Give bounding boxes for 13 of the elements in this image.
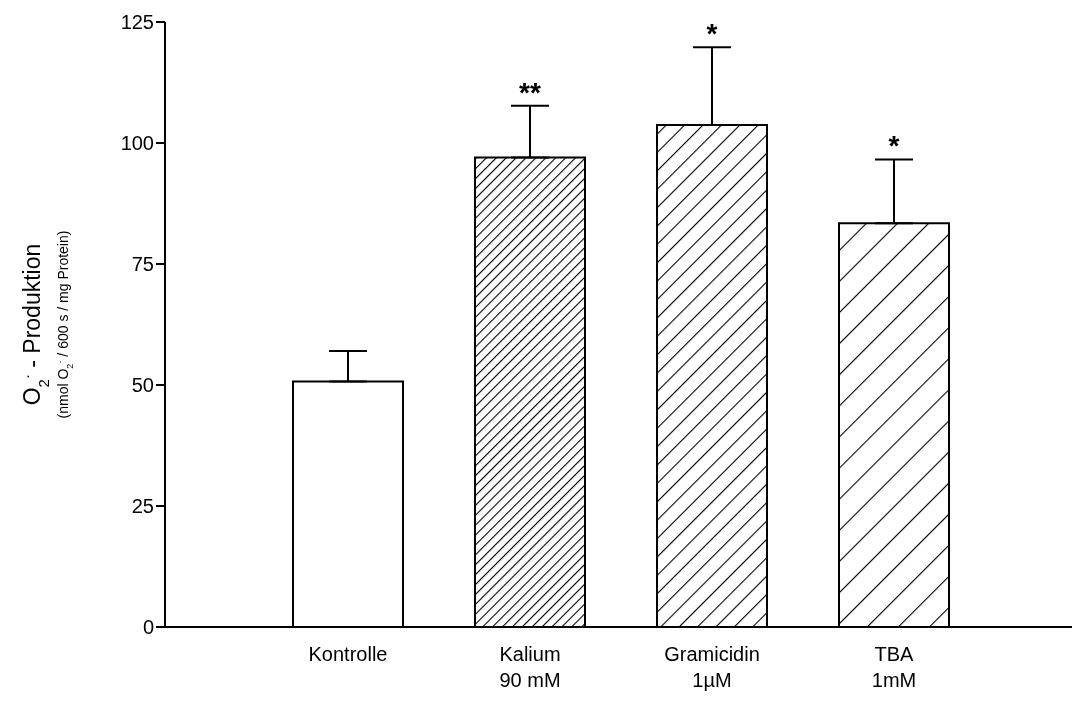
x-tick-label: Kontrolle <box>308 643 388 665</box>
y-tick-label: 100 <box>120 132 154 155</box>
annotation: ** <box>519 76 541 108</box>
y-tick-label: 25 <box>131 495 154 518</box>
x-tick-label: Kalium 90 mM <box>499 643 561 691</box>
y-tick-label: 0 <box>142 616 154 639</box>
x-tick-label: TBA 1mM <box>871 643 917 691</box>
y-tick-label: 75 <box>131 253 154 276</box>
annotation: * <box>706 18 718 50</box>
x-tick-label: Gramicidin 1µM <box>664 643 760 691</box>
y-tick-label: 125 <box>120 11 154 34</box>
annotation: * <box>888 130 900 162</box>
y-tick-label: 50 <box>131 374 154 397</box>
